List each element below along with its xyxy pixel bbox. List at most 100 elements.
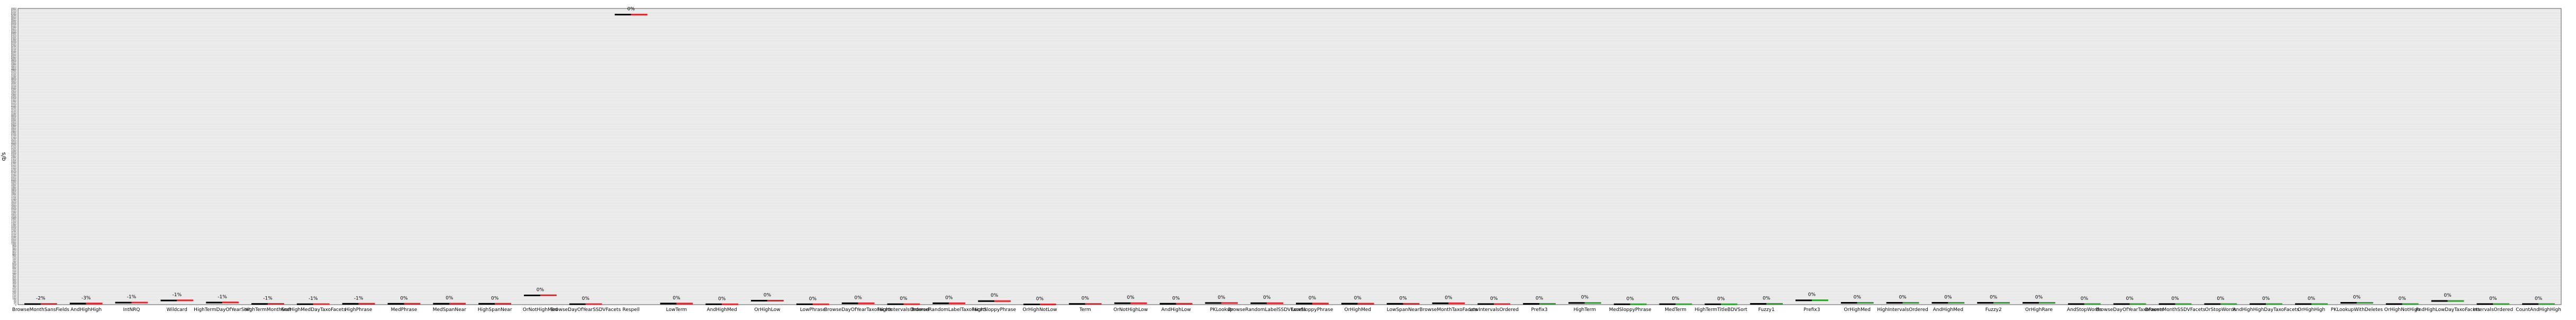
x-tick-label: Fuzzy1 (1758, 307, 1775, 313)
x-tick-label: OrHighMed (1344, 307, 1371, 313)
x-tick-label: LowSloppyPhrase (1292, 307, 1334, 313)
y-tick-label: 1475 (11, 213, 17, 215)
y-tick-label: 4325 (11, 36, 17, 39)
data-label: 0% (1490, 296, 1498, 301)
y-tick-label: 3450 (11, 91, 17, 94)
x-tick-label: OrNotHighLow (1113, 307, 1148, 313)
y-tick-label: 775 (12, 256, 16, 259)
data-label: 0% (1717, 296, 1725, 301)
y-tick-label: 2800 (11, 131, 17, 133)
y-tick-label: 4400 (11, 32, 17, 35)
y-tick-label: 2225 (11, 166, 17, 169)
y-tick-label: 3175 (11, 108, 17, 111)
data-label: 0% (400, 296, 408, 301)
y-tick-label: 3850 (11, 66, 17, 69)
data-label: 0% (1127, 295, 1135, 300)
y-tick-label: 3800 (11, 69, 17, 72)
x-tick-label: OrHighMed (1844, 307, 1871, 313)
y-tick-label: 4100 (11, 51, 17, 53)
x-tick-label: HighTermTitleBDVSort (1695, 307, 1748, 313)
data-label: 0% (2489, 296, 2497, 301)
y-tick-label: 125 (12, 296, 16, 298)
y-tick-label: 4775 (11, 9, 17, 12)
annotations: -2% -3% -1% -1% -1% -1% -1% -1% 0% 0% 0% 0% 0% 0% 0% 0%… (36, 7, 2543, 302)
y-tick-label: 300 (12, 285, 16, 288)
y-tick-label: 4525 (11, 24, 17, 27)
data-label: 0% (1808, 292, 1816, 298)
y-tick-label: 1575 (11, 206, 17, 209)
y-tick-label: 1325 (11, 222, 17, 224)
x-tick-label: MedTerm (1665, 307, 1686, 313)
x-tick-label: HighTerm (1574, 307, 1597, 313)
y-tick-label: 2925 (11, 123, 17, 126)
y-tick-label: 400 (12, 279, 16, 281)
y-tick-label: 4050 (11, 54, 17, 57)
y-tick-label: 2425 (11, 154, 17, 157)
y-tick-label: 2025 (11, 179, 17, 181)
data-label: -1% (127, 295, 137, 300)
data-label: 0% (718, 296, 726, 301)
x-tick-label: PKLookup (1210, 307, 1233, 313)
y-tick-label: 2750 (11, 134, 17, 136)
y-tick-label: 0 (15, 304, 16, 306)
y-tick-label: 2175 (11, 169, 17, 172)
x-tick-label: OrStopWords (2205, 307, 2236, 313)
data-label: 0% (1036, 297, 1044, 302)
y-tick-label: 875 (12, 250, 16, 252)
y-tick-label: 50 (14, 300, 17, 303)
y-tick-label: 25 (14, 302, 17, 305)
y-tick-label: 4625 (11, 18, 17, 21)
x-tick-label: OrHighRare (2025, 307, 2053, 313)
y-tick-label: 350 (12, 282, 16, 285)
y-tick-label: 3925 (11, 61, 17, 64)
y-tick-label: 3500 (11, 88, 17, 90)
y-tick-label: 625 (12, 265, 16, 268)
y-tick-label: 2300 (11, 162, 17, 164)
y-tick-label: 4350 (11, 35, 17, 38)
y-tick-label: 3825 (11, 68, 17, 70)
x-tick-label: Fuzzy2 (1985, 307, 2002, 313)
data-label: 0% (2081, 296, 2089, 301)
y-tick-label: 3425 (11, 92, 17, 95)
y-tick-label: 1400 (11, 217, 17, 220)
data-label: 0% (809, 296, 817, 301)
y-tick-label: 2200 (11, 168, 17, 170)
y-tick-label: 3150 (11, 109, 17, 112)
x-tick-label: HighIntervalsOrdered (1877, 307, 1928, 313)
y-tick-label: 1175 (11, 231, 17, 234)
y-tick-label: 150 (12, 295, 16, 297)
y-tick-label: 2325 (11, 160, 17, 163)
y-tick-label: 3875 (11, 65, 17, 67)
y-tick-label: 325 (12, 284, 16, 286)
y-tick-label: 2150 (11, 171, 17, 173)
y-tick-label: 3325 (11, 98, 17, 101)
x-tick-label: IntervalsOrdered (2473, 307, 2513, 313)
y-tick-label: 1500 (11, 211, 17, 214)
grid (18, 8, 2561, 305)
y-tick-label: 3575 (11, 83, 17, 86)
y-tick-label: 4275 (11, 40, 17, 42)
x-tick-label: AndHighMed (1933, 307, 1963, 313)
y-tick-label: 600 (12, 267, 16, 269)
y-tick-label: 4700 (11, 14, 17, 16)
y-tick-label: 3375 (11, 95, 17, 98)
x-tick-label: OrHighNotLow (1022, 307, 1057, 313)
y-tick-label: 3125 (11, 111, 17, 113)
y-tick-label: 4025 (11, 55, 17, 58)
y-tick-label: 3275 (11, 102, 17, 104)
y-tick-label: 225 (12, 290, 16, 292)
y-tick-label: 1925 (11, 185, 17, 187)
y-tick-label: 2825 (11, 129, 17, 132)
data-label: 0% (2398, 296, 2406, 301)
y-tick-label: 750 (12, 258, 16, 260)
data-label: 0% (2171, 296, 2179, 301)
data-label: 0% (582, 296, 590, 301)
y-tick-label: 525 (12, 271, 16, 274)
data-label: 0% (1672, 296, 1680, 301)
y-tick-label: 1750 (11, 196, 17, 198)
y-tick-label: 3550 (11, 85, 17, 87)
y-tick-label: 2075 (11, 176, 17, 178)
data-label: 0% (2217, 296, 2225, 301)
data-label: 0% (1581, 295, 1589, 300)
